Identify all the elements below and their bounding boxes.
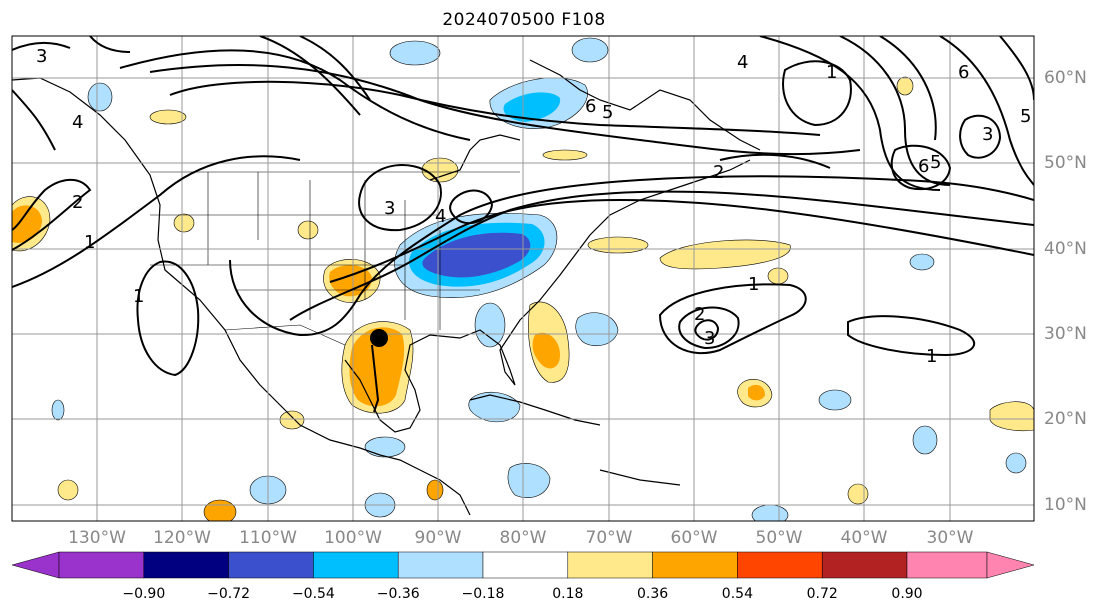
lat-label: 50°N bbox=[1044, 153, 1087, 173]
colorbar-extend-min bbox=[11, 551, 60, 579]
contour-label: 3 bbox=[982, 124, 993, 145]
colorbar-tick-label: 0.18 bbox=[552, 586, 584, 602]
colorbar-segment bbox=[58, 551, 145, 579]
storm-track bbox=[371, 344, 380, 413]
lon-label: 30°W bbox=[926, 528, 974, 548]
colorbar-tick-label: −0.36 bbox=[376, 586, 420, 602]
contour-label: 3 bbox=[704, 328, 715, 349]
lon-label: 80°W bbox=[499, 528, 547, 548]
colorbar-tick-label: −0.90 bbox=[122, 586, 166, 602]
contour-label: 1 bbox=[133, 286, 144, 307]
colorbar-segment bbox=[482, 551, 569, 579]
colorbar-segment bbox=[821, 551, 908, 579]
contour-label: 2 bbox=[72, 192, 83, 213]
colorbar-tick-label: −0.54 bbox=[291, 586, 335, 602]
contour-label: 6 bbox=[958, 62, 969, 83]
lat-label: 60°N bbox=[1044, 68, 1087, 88]
contour-label: 4 bbox=[72, 112, 83, 133]
lon-label: 50°W bbox=[755, 528, 803, 548]
contour-lines bbox=[12, 36, 1034, 377]
lat-label: 30°N bbox=[1044, 324, 1087, 344]
lat-label: 10°N bbox=[1044, 495, 1087, 515]
contour-label: 1 bbox=[748, 274, 759, 295]
colorbar-segment bbox=[567, 551, 653, 579]
contour-label: 3 bbox=[36, 46, 47, 67]
colorbar bbox=[11, 551, 1035, 579]
colorbar-segment bbox=[906, 551, 988, 579]
colorbar-tick-label: −0.18 bbox=[461, 586, 505, 602]
contour-label: 5 bbox=[1020, 106, 1031, 127]
contour-label: 2 bbox=[694, 304, 705, 325]
contour-label: 2 bbox=[713, 162, 724, 183]
lon-label: 130°W bbox=[68, 528, 126, 548]
contour-label: 6 bbox=[585, 96, 596, 117]
lon-label: 70°W bbox=[585, 528, 633, 548]
contour-label-group: 1 1 1 1 1 2 2 2 3 3 3 3 4 4 4 5 5 5 6 6 … bbox=[36, 46, 1031, 367]
colorbar-segment bbox=[228, 551, 314, 579]
colorbar-tick-label: −0.72 bbox=[207, 586, 251, 602]
borders bbox=[150, 171, 520, 346]
contour-label: 5 bbox=[930, 152, 941, 173]
colorbar-segment bbox=[737, 551, 823, 579]
lat-label: 20°N bbox=[1044, 409, 1087, 429]
contour-label: 1 bbox=[84, 232, 95, 253]
lon-label: 120°W bbox=[153, 528, 211, 548]
map-frame bbox=[11, 35, 1035, 522]
contour-label: 4 bbox=[435, 206, 446, 227]
colorbar-segment bbox=[652, 551, 738, 579]
contour-label: 3 bbox=[384, 198, 395, 219]
colorbar-tick-label: 0.90 bbox=[891, 586, 923, 602]
contour-label: 1 bbox=[926, 346, 937, 367]
colorbar-segment bbox=[397, 551, 484, 579]
contour-label: 1 bbox=[826, 62, 837, 83]
storm-center-dot bbox=[370, 329, 388, 347]
contour-label: 5 bbox=[602, 102, 613, 123]
lon-label: 100°W bbox=[324, 528, 382, 548]
map-title: 2024070500 F108 bbox=[442, 10, 606, 30]
colorbar-segment bbox=[313, 551, 399, 579]
contour-label: 6 bbox=[918, 156, 929, 177]
gridlines bbox=[12, 36, 1034, 521]
lon-label: 40°W bbox=[840, 528, 888, 548]
lon-label: 90°W bbox=[414, 528, 462, 548]
colorbar-tick-label: 0.72 bbox=[806, 586, 838, 602]
colorbar-segment bbox=[143, 551, 229, 579]
colorbar-tick-label: 0.54 bbox=[721, 586, 753, 602]
colorbar-tick-label: 0.36 bbox=[637, 586, 669, 602]
lon-label: 110°W bbox=[239, 528, 297, 548]
contour-label: 4 bbox=[737, 52, 748, 73]
lat-label: 40°N bbox=[1044, 239, 1087, 259]
colorbar-extend-max bbox=[986, 551, 1035, 579]
lon-label: 60°W bbox=[670, 528, 718, 548]
